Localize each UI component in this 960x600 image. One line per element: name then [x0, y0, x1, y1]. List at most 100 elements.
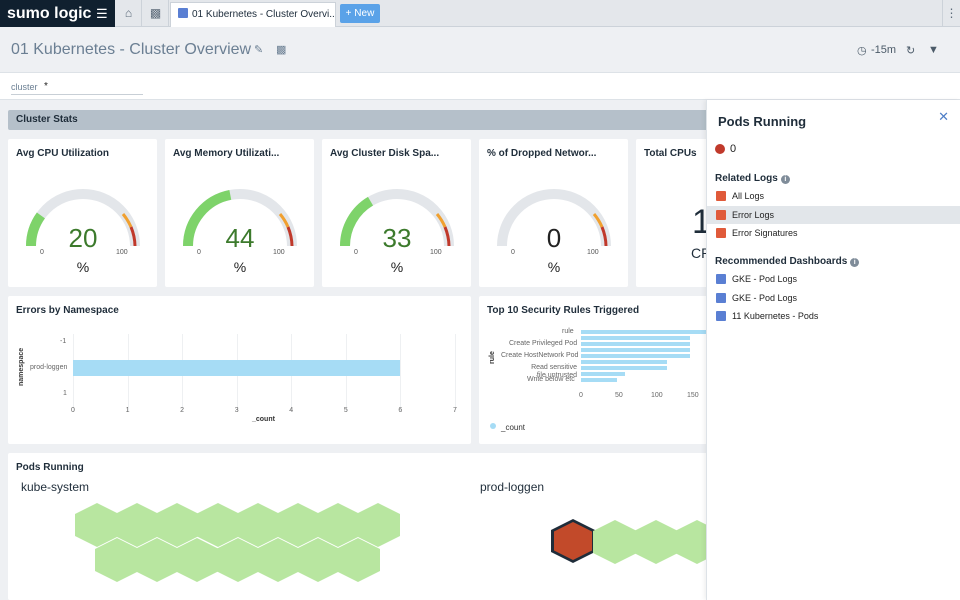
y-tick: prod-loggen	[30, 364, 68, 371]
plus-icon: +	[345, 8, 352, 19]
filter-icon[interactable]: ▼	[928, 44, 939, 56]
recommended-dashboard-label: GKE - Pod Logs	[732, 293, 798, 303]
rule-label: Create HostNetwork Pod	[501, 352, 579, 359]
gauge-min: 0	[354, 249, 358, 256]
recommended-dashboard-item[interactable]: GKE - Pod Logs	[707, 289, 960, 307]
recommended-dashboard-item[interactable]: GKE - Pod Logs	[707, 270, 960, 288]
x-axis-label: _count	[252, 416, 275, 423]
related-log-label: All Logs	[732, 191, 765, 201]
gauge-panel[interactable]: % of Dropped Networ... 0 % 0 100	[479, 139, 628, 287]
pod-hexagon[interactable]	[634, 520, 678, 564]
cluster-filter-value[interactable]: *	[44, 81, 48, 92]
gauge-chart	[339, 189, 454, 247]
time-range[interactable]: -15m	[871, 44, 897, 56]
brand-logo[interactable]: sumo logic	[0, 0, 115, 27]
x-tick: 0	[71, 407, 75, 414]
pod-hexagon[interactable]	[593, 520, 637, 564]
x-tick: 50	[615, 392, 623, 399]
related-log-item[interactable]: All Logs	[707, 187, 960, 205]
close-icon[interactable]: ✕	[938, 109, 949, 124]
x-tick: 7	[453, 407, 457, 414]
panel-title: Avg Cluster Disk Spa...	[330, 148, 440, 159]
x-tick: 150	[687, 392, 699, 399]
cluster-filter-label: cluster	[11, 82, 38, 92]
folder-icon[interactable]: ▩	[276, 44, 287, 56]
rule-bar[interactable]	[581, 378, 617, 382]
library-button[interactable]: ▩	[143, 0, 169, 27]
home-icon: ⌂	[124, 6, 133, 20]
side-panel-title: Pods Running	[718, 114, 807, 129]
panel-title: Top 10 Security Rules Triggered	[487, 305, 640, 316]
gauge-panel[interactable]: Avg CPU Utilization 20 % 0 100	[8, 139, 157, 287]
edit-icon[interactable]: ✎	[254, 44, 264, 56]
info-icon[interactable]: i	[780, 175, 790, 184]
menu-icon[interactable]: ☰	[96, 6, 108, 21]
panel-title: Avg Memory Utilizati...	[173, 148, 280, 159]
errors-by-namespace-panel[interactable]: Errors by Namespace namespace -1 prod-lo…	[8, 296, 471, 444]
top-bar: sumo logic ☰ ⌂ ▩ 01 Kubernetes - Cluster…	[0, 0, 960, 27]
pods-running-value: 0	[730, 143, 737, 155]
cluster-filter-input[interactable]	[11, 94, 143, 95]
legend-label[interactable]: _count	[501, 423, 526, 432]
pods-running-panel[interactable]: Pods Running kube-system prod-loggen	[8, 453, 728, 600]
pods-running-side-panel: Pods Running ✕ 0 Related Logs i All Logs …	[706, 100, 960, 600]
dashboard-icon	[716, 274, 726, 284]
y-axis-label: rule	[489, 351, 496, 364]
new-label: New	[354, 8, 375, 19]
rule-bar[interactable]	[581, 336, 690, 340]
rule-bar[interactable]	[581, 360, 667, 364]
x-tick: 5	[343, 407, 348, 414]
legend-swatch	[490, 423, 496, 429]
info-icon[interactable]: i	[850, 258, 860, 267]
rule-bar[interactable]	[581, 348, 690, 352]
rule-bar[interactable]	[581, 372, 625, 376]
clock-icon[interactable]: ◷	[857, 45, 867, 57]
panel-title: Errors by Namespace	[16, 305, 119, 316]
namespace-bar[interactable]	[73, 360, 401, 376]
log-search-icon	[716, 228, 726, 238]
total-cpus-sub: CP	[691, 245, 711, 261]
gauge-min: 0	[40, 249, 44, 256]
security-rules-panel[interactable]: Top 10 Security Rules Triggered rule rul…	[479, 296, 728, 444]
y-tick: -1	[60, 338, 67, 345]
related-logs-heading: Related Logs i	[715, 173, 790, 184]
recommended-dashboard-label: 11 Kubernetes - Pods	[732, 311, 819, 321]
rule-bar[interactable]	[581, 354, 690, 358]
tab-label: 01 Kubernetes - Cluster Overvi...	[192, 9, 336, 20]
recommended-dashboard-item[interactable]: 11 Kubernetes - Pods	[707, 307, 960, 325]
pod-hexagon-selected[interactable]	[551, 519, 595, 563]
x-tick: 4	[289, 407, 294, 414]
gauge-max: 100	[587, 249, 599, 256]
tab-dashboard[interactable]: 01 Kubernetes - Cluster Overvi...	[170, 2, 336, 27]
home-button[interactable]: ⌂	[116, 0, 142, 27]
section-cluster-stats[interactable]: Cluster Stats	[8, 110, 728, 130]
recommended-dashboards-heading: Recommended Dashboards i	[715, 256, 860, 267]
status-dot	[715, 144, 725, 154]
dashboard-icon	[716, 293, 726, 303]
rule-bar[interactable]	[581, 330, 708, 334]
gauge-unit: %	[233, 259, 247, 275]
panel-title: Avg CPU Utilization	[16, 148, 109, 159]
rule-bar[interactable]	[581, 366, 667, 370]
rule-bar[interactable]	[581, 342, 690, 346]
new-button[interactable]: + New	[340, 4, 380, 23]
gauge-value: 20	[68, 223, 98, 253]
panel-title: Pods Running	[16, 462, 84, 473]
related-log-item[interactable]: Error Signatures	[707, 224, 960, 242]
gauge-unit: %	[76, 259, 90, 275]
gauge-panel[interactable]: Avg Cluster Disk Spa... 33 % 0 100	[322, 139, 471, 287]
refresh-icon[interactable]: ↻	[906, 45, 916, 57]
panel-title: % of Dropped Networ...	[487, 148, 597, 159]
gauge-value: 0	[546, 223, 562, 253]
related-log-item[interactable]: Error Logs	[707, 206, 960, 224]
grid-line	[400, 334, 402, 412]
gauge-chart	[497, 189, 611, 247]
x-tick: 100	[651, 392, 663, 399]
x-tick: 3	[234, 407, 239, 414]
gauge-panel[interactable]: Avg Memory Utilizati... 44 % 0 100	[165, 139, 314, 287]
y-tick: 1	[63, 390, 67, 397]
recommended-label: Recommended Dashboards	[715, 256, 848, 267]
x-tick: 0	[579, 392, 583, 399]
kebab-menu-icon[interactable]: ⋮	[942, 0, 960, 27]
log-search-icon	[716, 191, 726, 201]
